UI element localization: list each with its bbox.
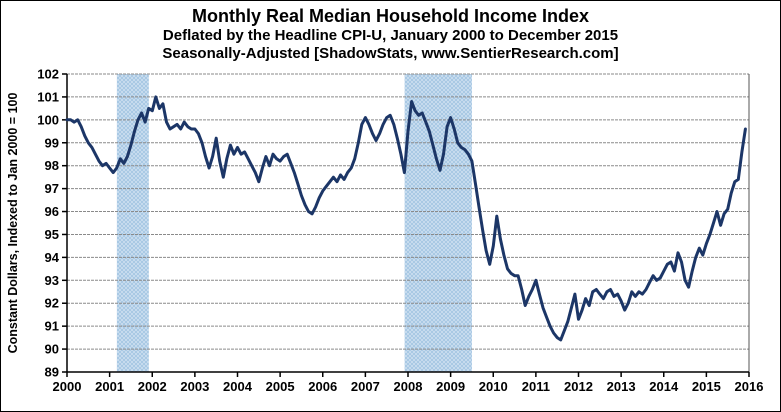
chart-title: Monthly Real Median Household Income Ind… <box>191 6 590 26</box>
x-tick-label: 2007 <box>351 379 380 394</box>
y-tick-label: 96 <box>45 204 59 219</box>
x-tick-label: 2008 <box>394 379 423 394</box>
x-tick-label: 2011 <box>522 379 550 394</box>
y-tick-label: 95 <box>45 227 59 242</box>
income-line-series <box>65 95 747 342</box>
x-tick-label: 2004 <box>223 379 253 394</box>
x-tick-label: 2009 <box>436 379 465 394</box>
chart-subtitle-2: Seasonally-Adjusted [ShadowStats, www.Se… <box>162 45 619 62</box>
tick-marks <box>62 73 750 377</box>
x-tick-label: 2016 <box>735 379 764 394</box>
x-tick-label: 2005 <box>266 379 295 394</box>
x-tick-label: 2013 <box>607 379 636 394</box>
y-tick-label: 102 <box>37 67 59 82</box>
x-tick-label: 2014 <box>649 379 679 394</box>
chart-subtitle-1: Deflated by the Headline CPI-U, January … <box>162 27 619 44</box>
x-tick-label: 2001 <box>95 379 124 394</box>
x-tick-label: 2002 <box>138 379 167 394</box>
recession-band <box>404 74 472 372</box>
y-tick-label: 98 <box>45 158 59 173</box>
y-axis-label: Constant Dollars, Indexed to Jan 2000 = … <box>6 93 20 354</box>
tick-labels: 89 90 91 92 93 94 95 96 97 98 99 100 101 102 2000 2001 2… <box>37 67 763 395</box>
x-tick-label: 2015 <box>692 379 721 394</box>
y-tick-label: 89 <box>45 365 59 380</box>
x-tick-label: 2006 <box>308 379 337 394</box>
x-tick-label: 2010 <box>479 379 508 394</box>
y-tick-label: 99 <box>45 135 59 150</box>
y-tick-label: 97 <box>45 181 59 196</box>
x-tick-label: 2012 <box>564 379 593 394</box>
y-tick-label: 93 <box>45 273 59 288</box>
y-tick-label: 101 <box>37 89 59 104</box>
title-block: Monthly Real Median Household Income Ind… <box>1 5 780 63</box>
x-tick-label: 2000 <box>53 379 82 394</box>
recession-band <box>116 74 149 372</box>
y-tick-label: 90 <box>45 342 59 357</box>
y-tick-label: 91 <box>45 319 59 334</box>
recession-bands <box>116 74 472 372</box>
y-tick-label: 100 <box>37 112 59 127</box>
x-tick-label: 2003 <box>180 379 209 394</box>
y-tick-label: 94 <box>45 250 60 265</box>
y-tick-label: 92 <box>45 296 59 311</box>
